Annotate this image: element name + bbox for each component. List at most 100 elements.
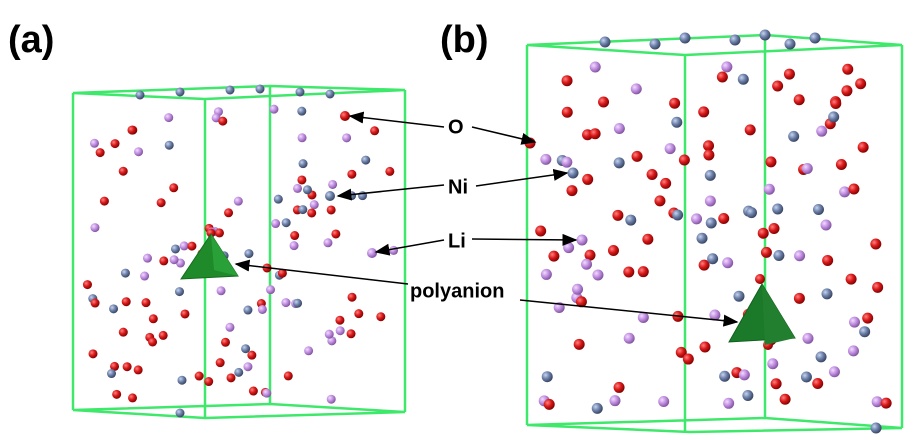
atom	[310, 200, 319, 209]
atom	[707, 253, 718, 264]
atom	[293, 299, 302, 308]
atom	[107, 369, 116, 378]
atom	[258, 305, 267, 314]
atom	[855, 78, 866, 89]
atom	[148, 337, 157, 346]
atom	[788, 131, 799, 142]
atom	[859, 326, 870, 337]
atom	[218, 117, 227, 126]
atom	[290, 241, 299, 250]
atom	[149, 314, 158, 323]
atom	[784, 69, 795, 80]
atom	[773, 250, 784, 261]
atom	[612, 210, 623, 221]
atom	[336, 326, 345, 335]
atom	[293, 184, 302, 193]
atom	[326, 90, 335, 99]
atom	[772, 204, 783, 215]
atom	[881, 398, 892, 409]
atom	[598, 96, 609, 107]
atom	[625, 215, 636, 226]
atom	[568, 168, 579, 179]
atom	[180, 241, 189, 250]
arrow	[476, 173, 567, 186]
atom	[780, 394, 791, 405]
atom	[764, 184, 775, 195]
atom	[91, 299, 100, 308]
atom	[90, 223, 99, 232]
atom	[327, 205, 336, 214]
atom	[739, 369, 750, 380]
atom	[561, 157, 572, 168]
atom	[697, 233, 708, 244]
atom	[224, 208, 233, 217]
atom	[89, 349, 98, 358]
atom	[623, 266, 634, 277]
atom	[195, 372, 204, 381]
atom	[680, 33, 691, 44]
atom	[127, 126, 136, 135]
atom	[706, 218, 717, 229]
atom	[298, 205, 307, 214]
atom	[134, 147, 143, 156]
atom	[812, 378, 823, 389]
atom	[176, 409, 185, 418]
atom	[340, 111, 350, 121]
atom	[745, 124, 756, 135]
atom	[217, 286, 226, 295]
atom	[810, 33, 821, 44]
atom	[572, 284, 583, 295]
atom	[376, 312, 385, 321]
atom	[100, 197, 109, 206]
atom	[304, 346, 313, 355]
atom	[134, 365, 143, 374]
atom	[767, 358, 778, 369]
atom	[234, 368, 243, 377]
atom	[836, 159, 847, 170]
atom	[642, 234, 653, 245]
atom	[846, 274, 857, 285]
atom	[271, 219, 280, 228]
atom	[738, 74, 749, 85]
atom	[142, 298, 151, 307]
atom	[769, 223, 780, 234]
atom	[647, 169, 658, 180]
atom	[544, 399, 555, 410]
atom	[177, 376, 186, 385]
atom	[540, 154, 551, 165]
atom-label: Ni	[448, 176, 468, 198]
atom	[665, 143, 676, 154]
atom	[385, 167, 394, 176]
atom	[614, 157, 625, 168]
atom	[140, 272, 149, 281]
atom	[717, 71, 728, 82]
atom	[325, 330, 334, 339]
atom	[282, 218, 291, 227]
atom	[256, 85, 265, 94]
atom	[90, 139, 99, 148]
atom	[122, 297, 131, 306]
arrow	[520, 300, 737, 322]
arrow	[472, 239, 576, 240]
atom	[83, 280, 92, 289]
atom	[719, 371, 730, 382]
atom	[323, 238, 332, 247]
atom	[609, 395, 620, 406]
atom	[164, 113, 173, 122]
atom-label: polyanion	[410, 280, 504, 302]
atom	[180, 309, 189, 318]
atom	[703, 150, 714, 161]
atom	[247, 351, 256, 360]
atom	[839, 186, 850, 197]
arrow	[472, 127, 535, 142]
atom	[822, 255, 833, 266]
atom	[801, 372, 812, 383]
atom	[121, 269, 130, 278]
atom	[848, 345, 859, 356]
atom	[204, 377, 213, 386]
atom	[389, 246, 398, 255]
atom	[730, 35, 741, 46]
atom	[871, 423, 882, 434]
atom	[159, 256, 168, 265]
panel-label: (a)	[8, 19, 54, 61]
